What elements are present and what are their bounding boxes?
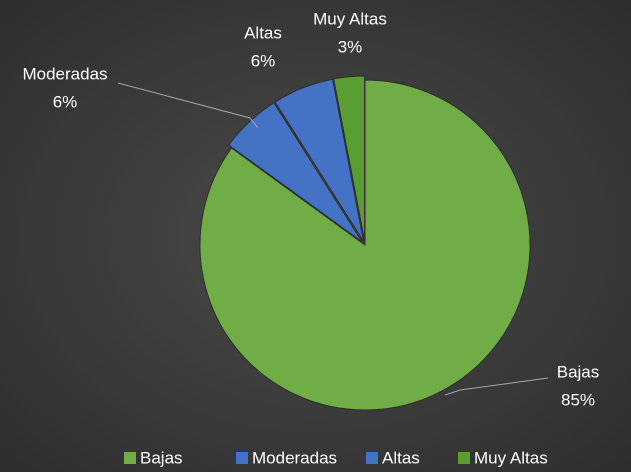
slice-label-value: 3% <box>338 37 363 56</box>
leader-line <box>444 377 549 396</box>
slice-label-name: Muy Altas <box>313 9 387 28</box>
legend-swatch <box>124 452 136 464</box>
pie-slice <box>274 78 365 242</box>
legend-label: Altas <box>382 448 420 467</box>
legend-swatch <box>366 452 378 464</box>
pie-slice <box>228 102 363 243</box>
slice-label-value: 6% <box>53 92 78 111</box>
slice-label-name: Bajas <box>557 362 600 381</box>
leader-line <box>117 82 259 129</box>
slice-label-name: Altas <box>244 23 282 42</box>
legend-swatch <box>236 452 248 464</box>
slice-label-name: Moderadas <box>22 64 107 83</box>
slice-label-value: 6% <box>251 51 276 70</box>
pie-slice <box>333 75 366 242</box>
slice-label-value: 85% <box>561 390 595 409</box>
legend-label: Muy Altas <box>474 448 548 467</box>
legend-swatch <box>458 452 470 464</box>
legend-label: Moderadas <box>252 448 337 467</box>
legend-label: Bajas <box>140 448 183 467</box>
pie-slice <box>199 79 531 411</box>
